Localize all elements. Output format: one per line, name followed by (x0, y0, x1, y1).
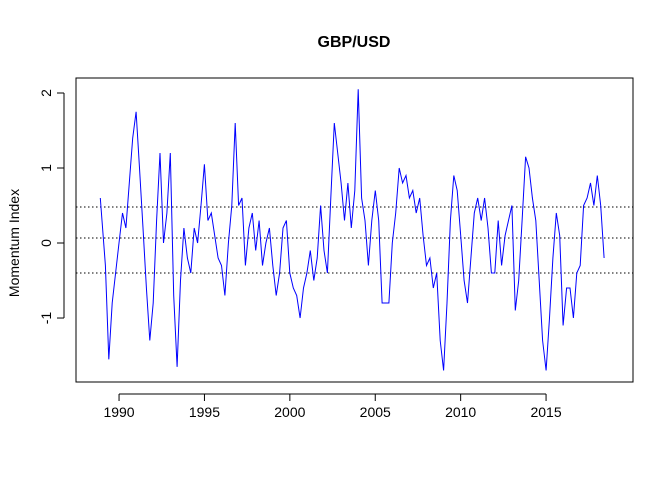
y-tick-label: -1 (38, 312, 54, 325)
y-tick-label: 0 (38, 239, 54, 247)
x-tick-label: 2015 (530, 404, 561, 420)
y-axis-label: Momentum Index (6, 189, 22, 297)
x-tick-label: 2000 (274, 404, 305, 420)
x-tick-label: 1990 (103, 404, 134, 420)
y-tick-label: 1 (38, 164, 54, 172)
x-tick-label: 1995 (189, 404, 220, 420)
x-tick-label: 2010 (445, 404, 476, 420)
x-tick-label: 2005 (360, 404, 391, 420)
data-line (99, 89, 605, 371)
y-tick-label: 2 (38, 89, 54, 97)
chart-title: GBP/USD (318, 34, 391, 51)
plot-box (75, 77, 634, 383)
